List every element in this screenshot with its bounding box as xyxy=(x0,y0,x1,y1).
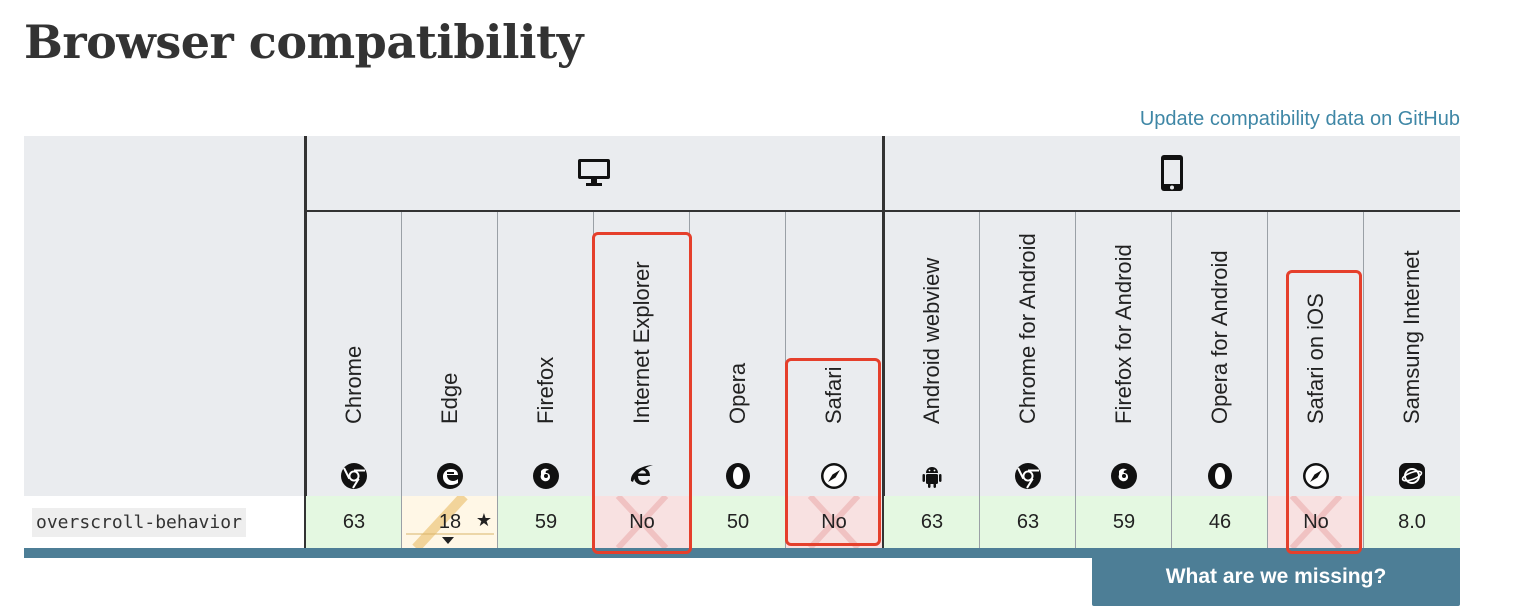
support-cell-edge[interactable]: 18 ★ xyxy=(402,496,498,548)
browser-header-safari-on-ios: Safari on iOS xyxy=(1268,212,1364,496)
browser-header-samsung-internet: Samsung Internet xyxy=(1364,212,1460,496)
android-icon xyxy=(918,462,946,490)
chrome-icon xyxy=(340,462,368,490)
safari-icon xyxy=(1302,462,1330,490)
browser-header-safari: Safari xyxy=(786,212,882,496)
safari-icon xyxy=(820,462,848,490)
firefox-icon xyxy=(1110,462,1138,490)
support-value: 50 xyxy=(726,510,750,533)
no-support-x-icon xyxy=(615,496,669,548)
opera-icon xyxy=(1206,462,1234,490)
support-value: No xyxy=(821,510,847,533)
feature-name: overscroll-behavior xyxy=(32,507,246,537)
support-value: 59 xyxy=(534,510,558,533)
browser-header-internet-explorer: Internet Explorer xyxy=(594,212,690,496)
edge-icon xyxy=(436,462,464,490)
browser-name-label: Firefox xyxy=(533,356,558,424)
page-title: Browser compatibility xyxy=(24,15,583,69)
browser-header-opera: Opera xyxy=(690,212,786,496)
highlight-safari-on-ios xyxy=(1286,270,1362,554)
table-row: overscroll-behavior 63 18 ★ 59 No 50 No 63 63 59 4… xyxy=(24,496,1460,548)
support-value: 59 xyxy=(1112,510,1136,533)
chrome-icon xyxy=(1014,462,1042,490)
browser-name-label: Chrome xyxy=(341,345,366,424)
no-support-x-icon xyxy=(1289,496,1343,548)
browser-header-chrome: Chrome xyxy=(306,212,402,496)
partial-support-stripe xyxy=(406,496,494,548)
support-value: 46 xyxy=(1208,510,1232,533)
samsung-internet-icon xyxy=(1398,462,1426,490)
support-value: 63 xyxy=(920,510,944,533)
support-cell-firefox-for-android: 59 xyxy=(1076,496,1172,548)
support-value: No xyxy=(1303,510,1329,533)
browser-header-firefox: Firefox xyxy=(498,212,594,496)
browser-name-label: Opera for Android xyxy=(1207,250,1232,424)
browser-header-opera-for-android: Opera for Android xyxy=(1172,212,1268,496)
expand-caret-icon[interactable] xyxy=(442,537,454,544)
what-are-we-missing-button[interactable]: What are we missing? xyxy=(1092,548,1460,606)
firefox-icon xyxy=(532,462,560,490)
opera-icon xyxy=(724,462,752,490)
support-value: 63 xyxy=(1016,510,1040,533)
support-cell-opera: 50 xyxy=(690,496,786,548)
browser-header-firefox-for-android: Firefox for Android xyxy=(1076,212,1172,496)
internet-explorer-icon xyxy=(628,462,656,490)
browser-name-label: Chrome for Android xyxy=(1015,233,1040,424)
feature-name-cell: overscroll-behavior xyxy=(24,496,304,548)
update-compat-data-link[interactable]: Update compatibility data on GitHub xyxy=(1139,108,1460,130)
table-header xyxy=(24,136,1460,496)
mobile-group-header xyxy=(884,136,1460,210)
highlight-internet-explorer xyxy=(592,232,692,554)
browser-name-label: Samsung Internet xyxy=(1399,250,1424,424)
support-cell-internet-explorer: No xyxy=(594,496,690,548)
mobile-icon xyxy=(1161,155,1183,191)
support-cell-chrome: 63 xyxy=(306,496,402,548)
browser-header-edge: Edge xyxy=(402,212,498,496)
note-star-icon: ★ xyxy=(475,510,492,530)
browser-name-label: Opera xyxy=(725,362,750,424)
support-cell-chrome-for-android: 63 xyxy=(980,496,1076,548)
support-cell-opera-for-android: 46 xyxy=(1172,496,1268,548)
support-value: 18 xyxy=(438,510,462,533)
support-value: 8.0 xyxy=(1398,510,1426,533)
support-cell-safari-on-ios: No xyxy=(1268,496,1364,548)
browser-header-android-webview: Android webview xyxy=(884,212,980,496)
table-footer-bar xyxy=(24,548,1460,558)
browser-name-label: Firefox for Android xyxy=(1111,244,1136,424)
support-cell-safari: No xyxy=(786,496,882,548)
support-cell-samsung-internet: 8.0 xyxy=(1364,496,1460,548)
desktop-group-header xyxy=(306,136,882,210)
browser-name-label: Edge xyxy=(437,372,462,424)
support-value: No xyxy=(629,510,655,533)
desktop-icon xyxy=(578,159,610,186)
browser-name-label: Android webview xyxy=(919,257,944,424)
support-cell-android-webview: 63 xyxy=(884,496,980,548)
highlight-safari xyxy=(785,358,881,546)
compat-table: Chrome Edge Firefox Internet Explorer Opera S… xyxy=(24,136,1460,550)
support-cell-firefox: 59 xyxy=(498,496,594,548)
no-support-x-icon xyxy=(807,496,861,548)
support-value: 63 xyxy=(342,510,366,533)
browser-header-chrome-for-android: Chrome for Android xyxy=(980,212,1076,496)
